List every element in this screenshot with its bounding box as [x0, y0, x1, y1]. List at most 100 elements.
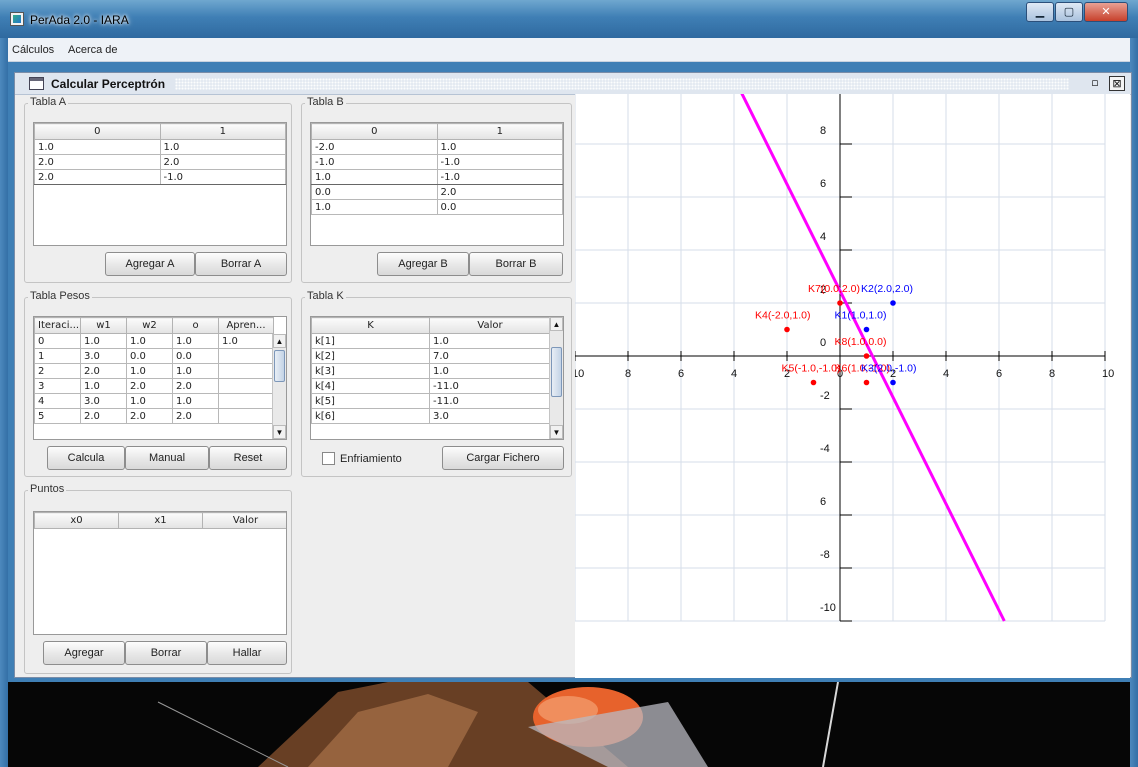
window-titlebar[interactable]: PerAda 2.0 - IARA ▁ ▢ ✕ — [0, 0, 1138, 38]
table-cell[interactable] — [218, 408, 274, 424]
table-cell[interactable]: 3 — [34, 378, 81, 394]
table-cell[interactable]: 2.0 — [126, 378, 173, 394]
table-cell[interactable]: 1.0 — [429, 333, 551, 349]
table-cell[interactable]: -1.0 — [436, 169, 563, 185]
tabla-a-table[interactable]: 0 1 1.0 1.0 2.0 2.0 2.0 -1.0 — [33, 122, 287, 246]
table-cell[interactable]: -2.0 — [311, 139, 438, 155]
column-header[interactable]: 1 — [159, 123, 286, 140]
table-row[interactable]: 2.0 2.0 — [34, 154, 286, 170]
table-cell[interactable]: 1.0 — [218, 333, 274, 349]
hallar-button[interactable]: Hallar — [207, 641, 287, 665]
scroll-thumb[interactable] — [274, 350, 285, 382]
table-cell[interactable]: 1.0 — [126, 393, 173, 409]
column-header[interactable]: x0 — [34, 512, 119, 529]
table-cell[interactable]: 1.0 — [436, 139, 563, 155]
agregar-b-button[interactable]: Agregar B — [377, 252, 469, 276]
scroll-thumb[interactable] — [551, 347, 562, 397]
table-cell[interactable]: k[4] — [311, 378, 430, 394]
puntos-table[interactable]: x0 x1 Valor — [33, 511, 287, 635]
table-cell[interactable]: k[6] — [311, 408, 430, 424]
table-cell[interactable]: 2.0 — [34, 154, 161, 170]
table-cell[interactable]: 2.0 — [172, 378, 219, 394]
column-header[interactable]: Valor — [202, 512, 286, 529]
table-cell[interactable]: 2.0 — [159, 154, 286, 170]
table-cell[interactable]: 5 — [34, 408, 81, 424]
table-row[interactable]: k[4] -11.0 — [311, 378, 551, 394]
tabla-pesos-table[interactable]: Iteraci... w1 w2 o Apren... 0 1.0 1.0 1.0 1.… — [33, 316, 287, 440]
table-cell[interactable]: 1.0 — [311, 169, 438, 185]
agregar-punto-button[interactable]: Agregar — [43, 641, 125, 665]
table-cell[interactable]: -11.0 — [429, 393, 551, 409]
table-cell[interactable]: -1.0 — [436, 154, 563, 170]
table-cell[interactable]: 1.0 — [172, 393, 219, 409]
table-row[interactable]: k[2] 7.0 — [311, 348, 551, 364]
menu-calculos[interactable]: Cálculos — [12, 44, 55, 56]
borrar-b-button[interactable]: Borrar B — [469, 252, 563, 276]
table-cell[interactable]: -11.0 — [429, 378, 551, 394]
agregar-a-button[interactable]: Agregar A — [105, 252, 195, 276]
cargar-fichero-button[interactable]: Cargar Fichero — [442, 446, 564, 470]
column-header[interactable]: Valor — [429, 317, 551, 334]
table-cell[interactable]: 1.0 — [34, 139, 161, 155]
table-row[interactable]: 1.0 -1.0 — [311, 169, 563, 185]
table-cell[interactable]: 1.0 — [126, 363, 173, 379]
table-row[interactable]: -1.0 -1.0 — [311, 154, 563, 170]
table-row[interactable]: k[1] 1.0 — [311, 333, 551, 349]
table-row[interactable]: 0.0 2.0 — [311, 184, 563, 200]
column-header[interactable]: Iteraci... — [34, 317, 81, 334]
table-row[interactable]: 3 1.0 2.0 2.0 — [34, 378, 274, 394]
table-cell[interactable]: 0.0 — [311, 184, 438, 200]
table-cell[interactable] — [218, 378, 274, 394]
table-cell[interactable]: 2 — [34, 363, 81, 379]
table-row[interactable]: 5 2.0 2.0 2.0 — [34, 408, 274, 424]
column-header[interactable]: w2 — [126, 317, 173, 334]
pesos-scrollbar[interactable]: ▲ ▼ — [272, 334, 286, 439]
table-cell[interactable]: 3.0 — [80, 348, 127, 364]
perceptron-chart[interactable]: 10 8 6 4 2 0 2 4 6 8 10 8 6 4 2 0 -2 -4 6 -8 -10 K4(-2.0,1.0)… — [575, 94, 1130, 678]
calcula-button[interactable]: Calcula — [47, 446, 125, 470]
table-cell[interactable]: 1.0 — [80, 378, 127, 394]
table-row[interactable]: 1.0 1.0 — [34, 139, 286, 155]
frame-restore-button[interactable]: ▫ — [1091, 76, 1099, 89]
table-cell[interactable]: 7.0 — [429, 348, 551, 364]
table-cell[interactable]: 2.0 — [80, 363, 127, 379]
table-cell[interactable]: 1.0 — [159, 139, 286, 155]
table-row[interactable]: 0 1.0 1.0 1.0 1.0 — [34, 333, 274, 349]
table-cell[interactable]: 3.0 — [80, 393, 127, 409]
checkbox-box[interactable] — [322, 452, 335, 465]
column-header[interactable]: o — [172, 317, 219, 334]
table-cell[interactable]: 1.0 — [311, 199, 438, 215]
maximize-button[interactable]: ▢ — [1055, 2, 1083, 22]
table-row[interactable]: 1 3.0 0.0 0.0 — [34, 348, 274, 364]
column-header[interactable]: x1 — [118, 512, 203, 529]
column-header[interactable]: 0 — [34, 123, 161, 140]
table-cell[interactable]: 2.0 — [126, 408, 173, 424]
column-header[interactable]: 0 — [311, 123, 438, 140]
table-cell[interactable]: k[1] — [311, 333, 430, 349]
column-header[interactable]: Apren... — [218, 317, 274, 334]
frame-titlebar[interactable]: Calcular Perceptrón ▫ ⊠ — [15, 73, 1131, 95]
table-cell[interactable]: 0.0 — [126, 348, 173, 364]
column-header[interactable]: w1 — [80, 317, 127, 334]
table-cell[interactable]: 1.0 — [429, 363, 551, 379]
tabla-k-table[interactable]: K Valor k[1] 1.0 k[2] 7.0 k[3] 1.0 k[4] -11.… — [310, 316, 564, 440]
manual-button[interactable]: Manual — [125, 446, 209, 470]
table-cell[interactable]: 1.0 — [172, 363, 219, 379]
table-row[interactable]: 4 3.0 1.0 1.0 — [34, 393, 274, 409]
table-cell[interactable]: 2.0 — [34, 169, 161, 185]
table-cell[interactable]: 0.0 — [436, 199, 563, 215]
table-row[interactable]: k[5] -11.0 — [311, 393, 551, 409]
table-cell[interactable]: k[2] — [311, 348, 430, 364]
minimize-button[interactable]: ▁ — [1026, 2, 1054, 22]
table-row[interactable]: 1.0 0.0 — [311, 199, 563, 215]
scroll-down-icon[interactable]: ▼ — [273, 425, 286, 439]
table-cell[interactable]: 1.0 — [126, 333, 173, 349]
table-cell[interactable]: 1.0 — [80, 333, 127, 349]
table-cell[interactable]: 2.0 — [80, 408, 127, 424]
close-button[interactable]: ✕ — [1084, 2, 1128, 22]
table-row[interactable]: k[6] 3.0 — [311, 408, 551, 424]
table-cell[interactable]: 1.0 — [172, 333, 219, 349]
table-cell[interactable]: -1.0 — [159, 169, 286, 185]
reset-button[interactable]: Reset — [209, 446, 287, 470]
scroll-up-icon[interactable]: ▲ — [550, 317, 563, 331]
